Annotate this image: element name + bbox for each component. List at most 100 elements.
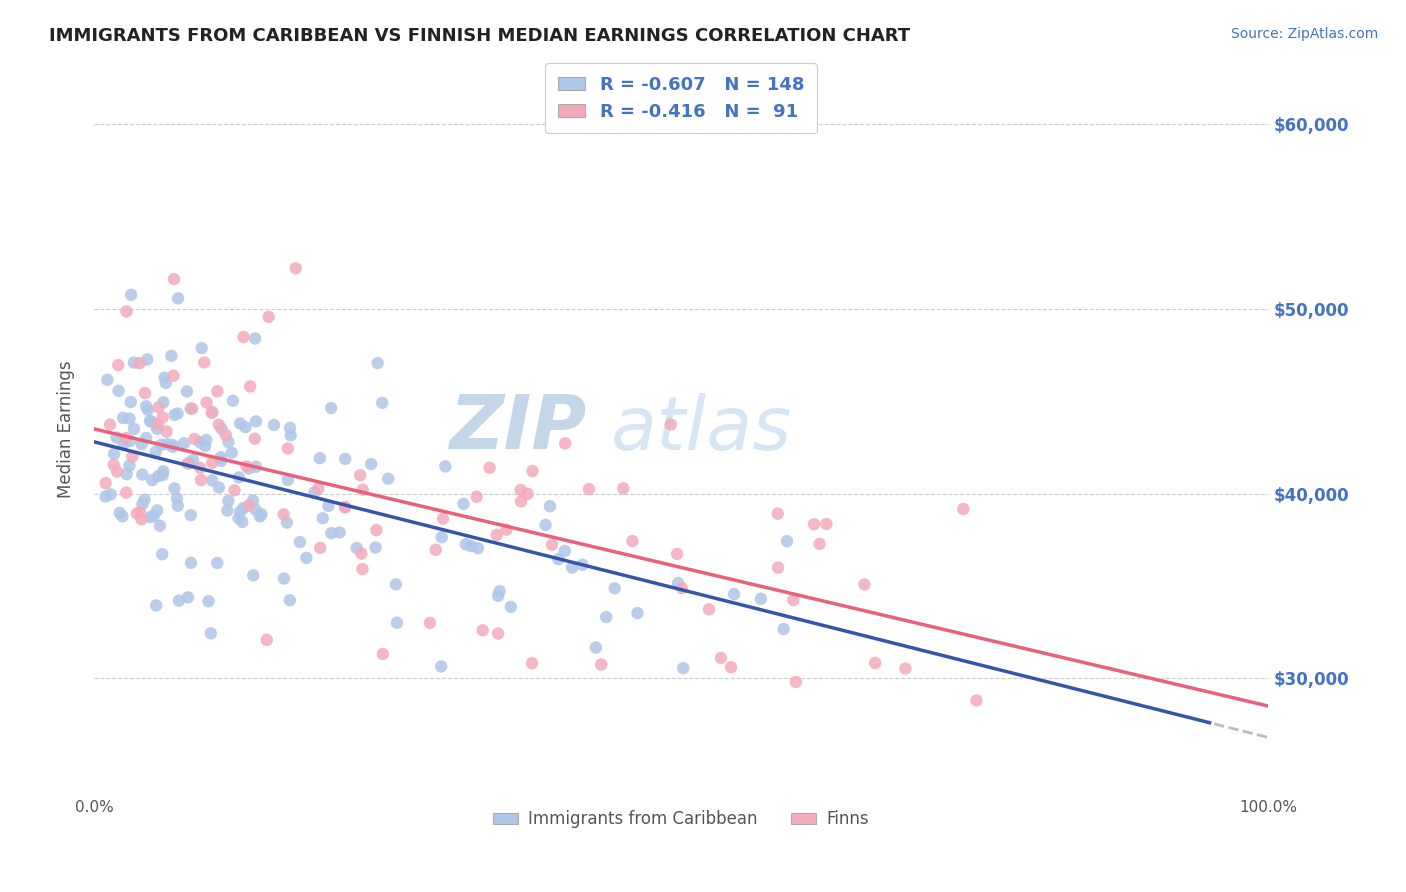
Point bbox=[460, 539, 482, 553]
Point bbox=[153, 370, 176, 384]
Point bbox=[238, 461, 260, 475]
Point bbox=[136, 402, 159, 417]
Point bbox=[152, 464, 174, 478]
Point bbox=[162, 438, 184, 452]
Point bbox=[366, 523, 388, 537]
Point bbox=[131, 467, 153, 482]
Point bbox=[965, 693, 987, 707]
Point bbox=[280, 428, 302, 442]
Point bbox=[146, 422, 169, 436]
Point bbox=[195, 395, 218, 409]
Point bbox=[120, 288, 142, 302]
Point bbox=[245, 502, 267, 516]
Point bbox=[152, 468, 174, 483]
Point bbox=[377, 472, 399, 486]
Point bbox=[201, 406, 224, 420]
Point bbox=[352, 483, 374, 497]
Point bbox=[134, 492, 156, 507]
Point bbox=[173, 436, 195, 450]
Point bbox=[217, 494, 239, 508]
Point bbox=[211, 422, 233, 436]
Point bbox=[612, 481, 634, 495]
Point bbox=[134, 386, 156, 401]
Point bbox=[136, 352, 159, 367]
Point bbox=[454, 537, 477, 551]
Point bbox=[235, 459, 257, 474]
Point bbox=[419, 615, 441, 630]
Point bbox=[163, 272, 186, 286]
Point bbox=[135, 399, 157, 413]
Point bbox=[150, 547, 173, 561]
Point bbox=[152, 395, 174, 409]
Point bbox=[111, 410, 134, 425]
Point bbox=[166, 491, 188, 506]
Point bbox=[128, 356, 150, 370]
Point bbox=[367, 356, 389, 370]
Point bbox=[547, 552, 569, 566]
Point bbox=[295, 550, 318, 565]
Point bbox=[139, 510, 162, 524]
Point bbox=[360, 457, 382, 471]
Point bbox=[467, 541, 489, 556]
Point bbox=[118, 458, 141, 473]
Point bbox=[166, 407, 188, 421]
Point bbox=[163, 408, 186, 422]
Point bbox=[776, 534, 799, 549]
Text: ZIP: ZIP bbox=[450, 392, 588, 466]
Point bbox=[145, 599, 167, 613]
Point bbox=[162, 368, 184, 383]
Point bbox=[98, 417, 121, 432]
Point bbox=[139, 414, 162, 428]
Point bbox=[371, 396, 394, 410]
Point bbox=[121, 450, 143, 464]
Point bbox=[278, 421, 301, 435]
Point bbox=[509, 483, 531, 497]
Point bbox=[385, 615, 408, 630]
Point bbox=[209, 454, 232, 468]
Legend: Immigrants from Caribbean, Finns: Immigrants from Caribbean, Finns bbox=[486, 804, 876, 835]
Point bbox=[176, 457, 198, 471]
Point bbox=[534, 518, 557, 533]
Text: atlas: atlas bbox=[610, 392, 792, 465]
Point bbox=[235, 420, 257, 434]
Point bbox=[364, 541, 387, 555]
Point bbox=[425, 542, 447, 557]
Point bbox=[352, 562, 374, 576]
Point bbox=[201, 405, 224, 419]
Point bbox=[150, 438, 173, 452]
Point bbox=[131, 497, 153, 511]
Point bbox=[541, 538, 564, 552]
Point bbox=[273, 572, 295, 586]
Point bbox=[626, 606, 648, 620]
Point bbox=[103, 447, 125, 461]
Point bbox=[207, 384, 229, 399]
Point bbox=[167, 593, 190, 607]
Point bbox=[194, 439, 217, 453]
Point bbox=[115, 304, 138, 318]
Point bbox=[453, 497, 475, 511]
Point bbox=[276, 516, 298, 530]
Point bbox=[488, 584, 510, 599]
Point bbox=[122, 422, 145, 436]
Point bbox=[520, 656, 543, 670]
Point bbox=[710, 651, 733, 665]
Point bbox=[659, 417, 682, 432]
Point bbox=[177, 591, 200, 605]
Point bbox=[585, 640, 607, 655]
Point bbox=[853, 577, 876, 591]
Point bbox=[349, 468, 371, 483]
Point bbox=[228, 511, 250, 525]
Point bbox=[499, 599, 522, 614]
Point bbox=[242, 493, 264, 508]
Point bbox=[146, 417, 169, 432]
Point bbox=[522, 464, 544, 478]
Text: Source: ZipAtlas.com: Source: ZipAtlas.com bbox=[1230, 27, 1378, 41]
Point bbox=[430, 659, 453, 673]
Point bbox=[385, 577, 408, 591]
Point bbox=[578, 482, 600, 496]
Point bbox=[785, 675, 807, 690]
Point bbox=[200, 626, 222, 640]
Point bbox=[94, 490, 117, 504]
Point bbox=[595, 610, 617, 624]
Point bbox=[277, 442, 299, 456]
